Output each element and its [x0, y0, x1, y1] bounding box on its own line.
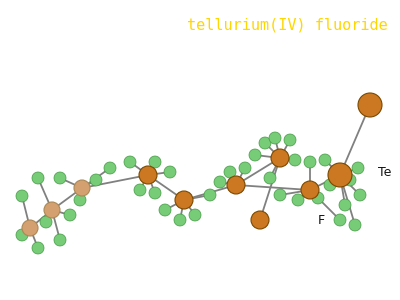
- Circle shape: [249, 149, 261, 161]
- Circle shape: [22, 220, 38, 236]
- Circle shape: [134, 184, 146, 196]
- Text: Te: Te: [378, 166, 391, 178]
- Circle shape: [40, 216, 52, 228]
- Circle shape: [32, 242, 44, 254]
- Circle shape: [54, 234, 66, 246]
- Circle shape: [292, 194, 304, 206]
- Text: tellurium(IV) fluoride: tellurium(IV) fluoride: [187, 18, 388, 33]
- Circle shape: [312, 192, 324, 204]
- Circle shape: [284, 134, 296, 146]
- Circle shape: [352, 162, 364, 174]
- Circle shape: [164, 166, 176, 178]
- Circle shape: [214, 176, 226, 188]
- Circle shape: [32, 172, 44, 184]
- Text: F: F: [318, 214, 325, 226]
- Circle shape: [349, 219, 361, 231]
- Circle shape: [354, 189, 366, 201]
- Circle shape: [74, 180, 90, 196]
- Circle shape: [227, 176, 245, 194]
- Circle shape: [64, 209, 76, 221]
- Circle shape: [344, 174, 356, 186]
- Circle shape: [139, 166, 157, 184]
- Circle shape: [149, 187, 161, 199]
- Circle shape: [159, 204, 171, 216]
- Circle shape: [16, 229, 28, 241]
- Circle shape: [319, 154, 331, 166]
- Circle shape: [16, 190, 28, 202]
- Circle shape: [274, 189, 286, 201]
- Circle shape: [90, 174, 102, 186]
- Circle shape: [124, 156, 136, 168]
- Circle shape: [301, 181, 319, 199]
- Circle shape: [328, 163, 352, 187]
- Circle shape: [239, 162, 251, 174]
- Circle shape: [264, 172, 276, 184]
- Circle shape: [324, 179, 336, 191]
- Circle shape: [104, 162, 116, 174]
- Circle shape: [54, 172, 66, 184]
- Circle shape: [174, 214, 186, 226]
- Circle shape: [289, 154, 301, 166]
- Circle shape: [251, 211, 269, 229]
- Circle shape: [74, 194, 86, 206]
- Circle shape: [269, 132, 281, 144]
- Circle shape: [175, 191, 193, 209]
- Circle shape: [189, 209, 201, 221]
- Circle shape: [259, 137, 271, 149]
- Circle shape: [149, 156, 161, 168]
- Circle shape: [224, 166, 236, 178]
- Circle shape: [358, 93, 382, 117]
- Circle shape: [44, 202, 60, 218]
- Circle shape: [339, 199, 351, 211]
- Circle shape: [204, 189, 216, 201]
- Circle shape: [304, 156, 316, 168]
- Circle shape: [334, 214, 346, 226]
- Circle shape: [271, 149, 289, 167]
